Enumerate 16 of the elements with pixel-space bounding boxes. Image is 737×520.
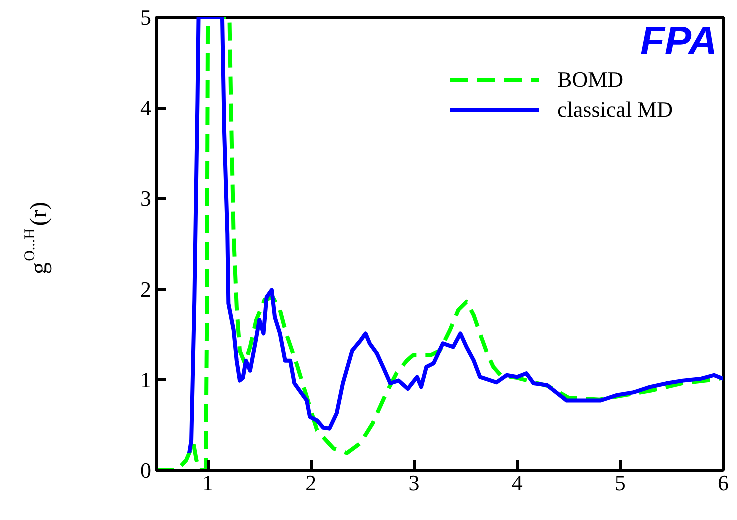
annotation: FPA	[640, 20, 718, 64]
legend-label: BOMD	[558, 67, 624, 93]
x-tick-label: 2	[306, 470, 317, 496]
x-tick-label: 1	[202, 470, 214, 496]
y-axis-title: gO...H(r)	[22, 202, 52, 274]
y-tick-label: 2	[140, 276, 152, 302]
y-tick-label: 0	[140, 458, 152, 483]
y-tick-label: 4	[140, 96, 152, 121]
x-tick-label: 5	[614, 470, 626, 496]
x-tick-label: 4	[512, 470, 523, 496]
x-tick-label: 6	[718, 470, 729, 496]
x-tick-label: 3	[408, 470, 420, 496]
y-tick-label: 5	[140, 5, 152, 30]
y-tick-label: 1	[140, 367, 152, 392]
y-tick-label: 3	[140, 186, 152, 212]
legend-label: classical MD	[558, 97, 673, 123]
